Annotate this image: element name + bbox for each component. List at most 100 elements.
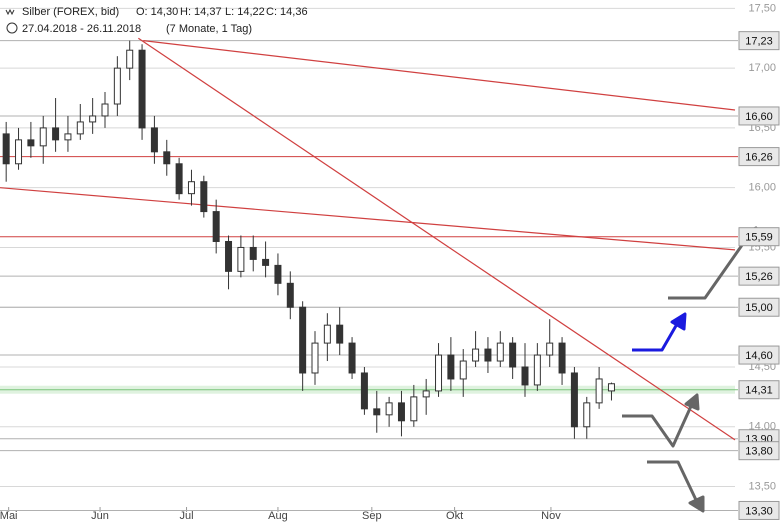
x-tick-label: Okt: [446, 510, 463, 522]
candle-body: [15, 139, 23, 165]
x-tick-label: Aug: [268, 510, 288, 522]
candle-body: [472, 348, 480, 362]
y-tick-label: 16,00: [748, 182, 776, 194]
level-label: 15,59: [745, 232, 773, 244]
level-box: [738, 106, 780, 126]
level-box: [738, 500, 780, 520]
duration: (7 Monate, 1 Tag): [166, 23, 252, 35]
candle-body: [484, 348, 492, 362]
candle-body: [126, 49, 134, 69]
candle-body: [286, 282, 294, 308]
arrow-head: [688, 495, 705, 513]
candle-body: [546, 342, 554, 356]
candle-body: [422, 390, 430, 398]
candle-body: [323, 324, 331, 344]
candle-body: [521, 366, 529, 386]
trendlines: [0, 37, 736, 441]
candle-body: [607, 383, 615, 392]
level-label: 14,31: [745, 385, 773, 397]
x-tick-label: Nov: [541, 510, 561, 522]
level-label: 16,26: [745, 152, 773, 164]
level-label: 13,30: [745, 505, 773, 517]
candle-body: [496, 342, 504, 362]
candle-body: [27, 139, 35, 147]
candle-body: [385, 402, 393, 416]
y-tick-label: 17,00: [748, 62, 776, 74]
candle-body: [397, 402, 405, 422]
candle-body: [212, 211, 220, 242]
candle-body: [299, 306, 307, 374]
open: O: 14,30: [136, 6, 178, 18]
close: C: 14,36: [266, 6, 308, 18]
trendline: [0, 187, 736, 251]
candle-body: [200, 181, 208, 213]
candle-body: [225, 240, 233, 272]
y-tick-label: 17,50: [748, 2, 776, 14]
candle-body: [336, 324, 344, 344]
candle-body: [274, 264, 282, 284]
x-tick-label: Mai: [0, 510, 18, 522]
y-tick-label: 13,50: [748, 480, 776, 492]
candle-body: [175, 163, 183, 195]
candle-body: [262, 258, 270, 266]
level-label: 16,60: [745, 111, 773, 123]
candle-body: [533, 354, 541, 386]
range: 27.04.2018 - 26.11.2018: [22, 23, 141, 35]
level-box: [738, 266, 780, 286]
candle-body: [76, 121, 84, 135]
arrow-down-gray: [647, 460, 699, 503]
arrow-up-gray: [668, 237, 749, 300]
candle-body: [435, 354, 443, 392]
candle-body: [89, 115, 97, 123]
candle-body: [187, 181, 195, 195]
level-box: [738, 147, 780, 167]
candles: [2, 40, 615, 439]
trendline: [143, 40, 736, 111]
level-box: [738, 345, 780, 365]
level-labels: 17,23 16,60 16,26 15,59 15,26 15,00 14,60 14,31…: [738, 31, 780, 520]
candle-body: [249, 246, 257, 260]
candle-body: [113, 67, 121, 105]
candle-body: [2, 133, 10, 165]
symbol: Silber (FOREX, bid): [22, 6, 119, 18]
level-label: 15,00: [745, 302, 773, 314]
candle-body: [360, 372, 368, 410]
level-label: 14,60: [745, 350, 773, 362]
low: L: 14,22: [225, 6, 265, 18]
candle-body: [163, 151, 171, 165]
arrow-head: [670, 312, 687, 331]
candle-body: [410, 396, 418, 422]
candle-body: [237, 246, 245, 272]
candle-body: [459, 360, 467, 380]
candle-body: [138, 49, 146, 129]
high: H: 14,37: [180, 6, 222, 18]
candle-body: [447, 354, 455, 380]
candle-body: [558, 342, 566, 374]
level-box: [738, 31, 780, 51]
header: Silber (FOREX, bid) O: 14,30 H: 14,37 L:…: [5, 6, 308, 35]
x-tick-label: Jul: [179, 510, 193, 522]
level-box: [738, 297, 780, 317]
candle-body: [64, 133, 72, 141]
candle-body: [311, 342, 319, 374]
x-tick-label: Jun: [91, 510, 109, 522]
level-box: [738, 380, 780, 400]
level-box: [738, 441, 780, 461]
level-label: 15,26: [745, 271, 773, 283]
arrow-up-blue: [632, 323, 679, 352]
level-label: 17,23: [745, 36, 773, 48]
candle-body: [570, 372, 578, 428]
arrow-head: [684, 393, 700, 411]
candle-body: [39, 127, 47, 147]
candle-body: [348, 342, 356, 374]
candle-body: [583, 402, 591, 428]
symbol-icon: [5, 8, 15, 16]
candle-body: [150, 127, 158, 153]
x-tick-label: Sep: [362, 510, 382, 522]
trendline: [138, 37, 736, 441]
arrow-zigzag: [622, 403, 694, 448]
level-label: 13,80: [745, 446, 773, 458]
candle-body: [52, 127, 60, 141]
level-box: [738, 227, 780, 247]
